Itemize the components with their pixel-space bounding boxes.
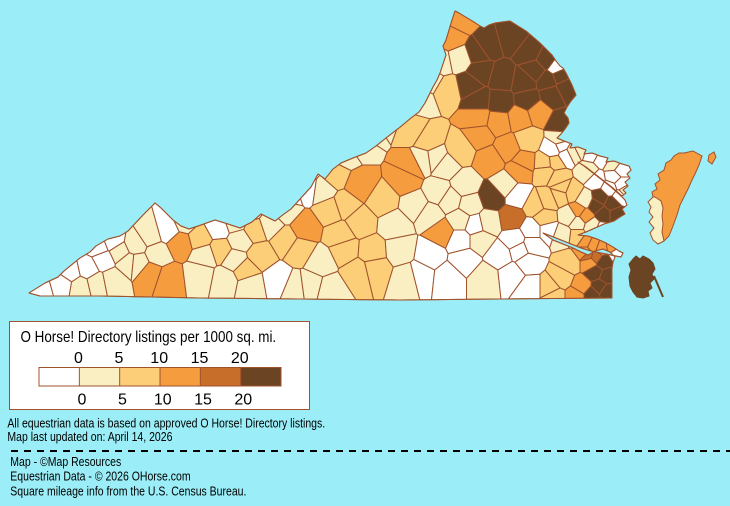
svg-text:5: 5 xyxy=(115,350,124,367)
svg-text:10: 10 xyxy=(150,350,168,367)
svg-text:15: 15 xyxy=(191,350,209,367)
svg-text:O Horse! Directory listings pe: O Horse! Directory listings per 1000 sq.… xyxy=(21,329,277,346)
svg-text:20: 20 xyxy=(234,392,252,409)
svg-text:15: 15 xyxy=(194,392,212,409)
svg-text:All equestrian data is based o: All equestrian data is based on approved… xyxy=(7,418,325,431)
svg-text:Equestrian Data - © 2026 OHors: Equestrian Data - © 2026 OHorse.com xyxy=(10,471,190,484)
svg-text:0: 0 xyxy=(78,392,87,409)
svg-text:Map last updated on: April 14,: Map last updated on: April 14, 2026 xyxy=(7,431,172,444)
svg-text:0: 0 xyxy=(74,350,83,367)
svg-text:5: 5 xyxy=(118,392,127,409)
svg-text:Square mileage info from the U: Square mileage info from the U.S. Census… xyxy=(10,486,246,499)
svg-text:Map - ©Map Resources: Map - ©Map Resources xyxy=(10,456,121,469)
svg-text:20: 20 xyxy=(231,350,249,367)
svg-text:10: 10 xyxy=(154,392,172,409)
